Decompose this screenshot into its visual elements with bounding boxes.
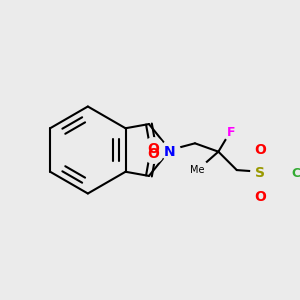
Text: O: O bbox=[254, 190, 266, 204]
Text: Cl: Cl bbox=[291, 167, 300, 180]
Text: Me: Me bbox=[190, 165, 205, 175]
Text: O: O bbox=[254, 143, 266, 157]
Text: S: S bbox=[255, 166, 265, 180]
Text: F: F bbox=[227, 126, 235, 139]
Text: N: N bbox=[164, 145, 176, 158]
Text: O: O bbox=[147, 147, 159, 161]
Text: O: O bbox=[147, 142, 159, 156]
